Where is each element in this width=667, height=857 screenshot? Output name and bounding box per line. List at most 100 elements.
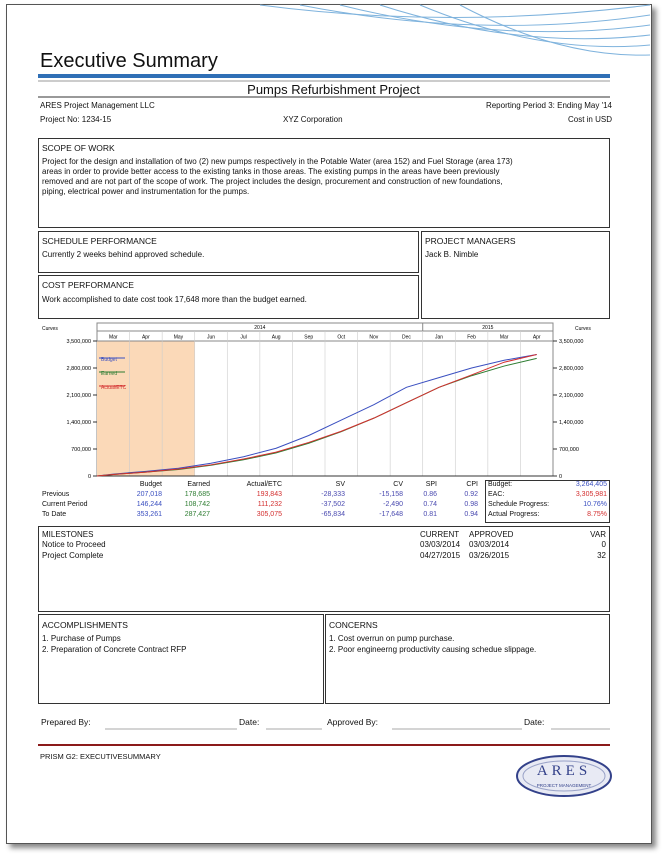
y2-tick-label: 700,000 [559, 447, 579, 453]
perf-cell: 0.98 [464, 501, 478, 508]
schedule-heading: SCHEDULE PERFORMANCE [42, 236, 157, 246]
schedule-text: Currently 2 weeks behind approved schedu… [42, 250, 205, 259]
series-line [96, 354, 537, 477]
month-label: Dec [402, 335, 411, 341]
month-label: Jan [435, 335, 443, 341]
scope-line: Project for the design and installation … [42, 157, 513, 166]
client: XYZ Corporation [283, 115, 343, 124]
month-label: Apr [533, 335, 541, 341]
perf-header: Earned [187, 481, 210, 488]
project-title: Pumps Refurbishment Project [247, 82, 420, 97]
month-label: Aug [272, 335, 281, 341]
perf-cell: 287,427 [184, 511, 210, 518]
summary-label: Budget: [488, 481, 513, 488]
cost-text: Work accomplished to date cost took 17,6… [42, 295, 307, 304]
milestone-current: 04/27/2015 [420, 551, 461, 560]
perf-cell: -2,490 [383, 501, 403, 508]
month-label: Mar [500, 335, 509, 341]
perf-cell: 0.81 [423, 511, 437, 518]
perf-cell: -37,502 [321, 501, 345, 508]
month-label: Oct [337, 335, 345, 341]
accomplishments-heading: ACCOMPLISHMENTS [42, 620, 128, 630]
month-label: Apr [142, 335, 150, 341]
perf-row-label: Current Period [42, 501, 88, 508]
reporting-period: Reporting Period 3: Ending May '14 [485, 101, 612, 110]
month-label: Nov [369, 335, 378, 341]
perf-row-label: To Date [42, 511, 67, 518]
cost-heading: COST PERFORMANCE [42, 280, 134, 290]
perf-cell: -17,648 [379, 511, 403, 518]
milestone-col: APPROVED [469, 530, 514, 539]
signature-label: Approved By: [327, 717, 379, 727]
perf-cell: 0.74 [423, 501, 437, 508]
summary-value: 8.75% [587, 511, 607, 518]
summary-value: 3,264,405 [575, 481, 607, 488]
month-label: May [174, 335, 184, 341]
scope-line: removed and are not part of the scope of… [42, 177, 503, 186]
concerns-box: CONCERNS 1. Cost overrun on pump purchas… [325, 614, 610, 704]
highlight-period [97, 341, 195, 476]
scope-line: areas in order to provide better access … [42, 167, 500, 176]
perf-header: SV [335, 481, 345, 488]
milestone-var: 0 [601, 540, 606, 549]
accomplishment: 2. Preparation of Concrete Contract RFP [42, 645, 187, 654]
milestones-heading: MILESTONES [42, 530, 94, 539]
month-label: Feb [467, 335, 476, 341]
perf-cell: 178,685 [184, 491, 210, 498]
perf-cell: 0.94 [464, 511, 478, 518]
perf-header: Actual/ETC [246, 481, 282, 488]
summary-box [485, 480, 610, 523]
perf-cell: -15,158 [379, 491, 403, 498]
summary-value: 3,305,981 [575, 491, 607, 498]
perf-header: CV [393, 481, 403, 488]
cost-box: COST PERFORMANCE Work accomplished to da… [38, 275, 419, 319]
summary-label: Actual Progress: [488, 511, 540, 518]
legend-label: Budget [101, 357, 117, 363]
milestone-name: Project Complete [42, 551, 104, 560]
project-no: Project No: 1234-15 [40, 115, 112, 124]
perf-header: Budget [139, 481, 162, 488]
summary-value: 10.76% [583, 501, 607, 508]
scope-line: piping, electrical power and instrumenta… [42, 187, 250, 196]
signature-label: Date: [524, 717, 545, 727]
doc-title: Executive Summary [40, 50, 218, 72]
perf-cell: -65,834 [321, 511, 345, 518]
perf-cell: 108,742 [184, 501, 210, 508]
milestone-approved: 03/03/2014 [469, 540, 510, 549]
milestone-col: CURRENT [420, 530, 460, 539]
y-tick-label: 2,800,000 [67, 366, 91, 372]
perf-cell: 353,261 [136, 511, 162, 518]
y-tick-label: 0 [88, 474, 91, 480]
signature-label: Date: [239, 717, 260, 727]
perf-row-label: Previous [42, 491, 70, 498]
concern: 1. Cost overrun on pump purchase. [329, 634, 455, 643]
month-label: Sep [304, 335, 313, 341]
perf-cell: -28,333 [321, 491, 345, 498]
year-label: 2014 [254, 325, 265, 331]
accomplishment: 1. Purchase of Pumps [42, 634, 121, 643]
legend-label: Actual/ETC [101, 385, 127, 391]
managers-heading: PROJECT MANAGERS [425, 236, 516, 246]
y-tick-label: 700,000 [71, 447, 91, 453]
y2-tick-label: 2,100,000 [559, 393, 583, 399]
year-label: 2015 [482, 325, 493, 331]
milestones-box: MILESTONES CURRENT APPROVED VAR Notice to P… [38, 526, 610, 612]
perf-cell: 207,018 [136, 491, 162, 498]
schedule-box: SCHEDULE PERFORMANCE Currently 2 weeks b… [38, 231, 419, 273]
company: ARES Project Management LLC [40, 101, 155, 110]
milestone-name: Notice to Proceed [42, 540, 106, 549]
y-tick-label: 1,400,000 [67, 420, 91, 426]
form-id: PRISM G2: EXECUTIVESUMMARY [40, 752, 161, 761]
perf-cell: 0.86 [423, 491, 437, 498]
y-axis-title: Curves [42, 326, 58, 332]
perf-cell: 0.92 [464, 491, 478, 498]
milestone-col: VAR [590, 530, 606, 539]
managers-box: PROJECT MANAGERS Jack B. Nimble [421, 231, 610, 319]
perf-cell: 111,232 [257, 501, 282, 508]
scope-box: SCOPE OF WORK Project for the design and… [38, 138, 610, 228]
summary-label: Schedule Progress: [488, 501, 550, 508]
y2-tick-label: 3,500,000 [559, 339, 583, 345]
month-label: Jul [240, 335, 246, 341]
